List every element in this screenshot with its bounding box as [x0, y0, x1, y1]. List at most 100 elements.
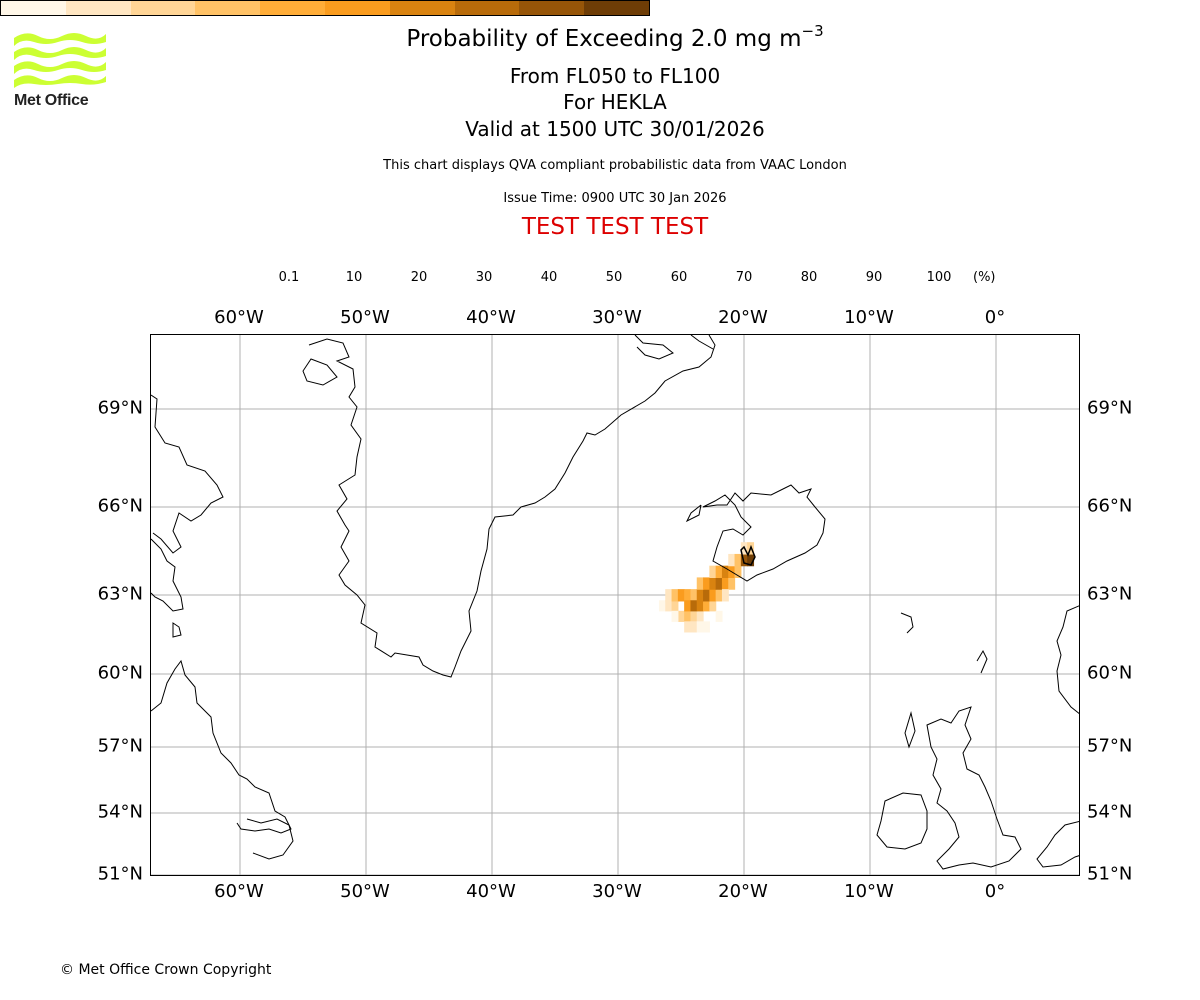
map-canvas	[151, 335, 1079, 875]
plume-cell	[747, 553, 755, 567]
colorbar-tick-label: 10	[345, 270, 363, 285]
longitude-label-bottom: 50°W	[340, 881, 390, 902]
chart-title: Probability of Exceeding 2.0 mg m−3	[0, 22, 1200, 52]
colorbar-swatch-1	[65, 1, 131, 15]
colorbar-swatch-7	[454, 1, 520, 15]
latitude-label-left: 54°N	[97, 801, 143, 823]
colorbar-swatch-8	[519, 1, 585, 15]
plume-cell	[740, 553, 748, 567]
copyright: © Met Office Crown Copyright	[60, 962, 272, 978]
longitude-label-top: 20°W	[718, 307, 768, 328]
coast-iceland-westfjords	[685, 504, 702, 523]
plume-cell	[690, 600, 698, 612]
colorbar-tick-label: 50	[605, 270, 623, 285]
plume-cell	[703, 577, 710, 590]
island-greenland-ne	[634, 335, 674, 360]
volcano-name: For HEKLA	[563, 90, 667, 114]
met-office-logo: Met Office	[14, 30, 106, 112]
longitude-label-bottom: 10°W	[844, 881, 894, 902]
coast-canada-north	[151, 394, 224, 554]
ash-probability-plume	[658, 542, 755, 633]
plume-cell	[709, 577, 717, 590]
plume-cell	[658, 600, 666, 612]
colorbar-tick-label: 70	[735, 270, 753, 285]
coast-greenland	[308, 335, 716, 678]
qva-note: This chart displays QVA compliant probab…	[383, 158, 847, 173]
plume-cell	[696, 577, 704, 590]
latitude-label-left: 60°N	[97, 662, 143, 684]
plume-cell	[690, 610, 698, 622]
latitude-label-right: 63°N	[1087, 583, 1133, 605]
latitude-label-right: 69°N	[1087, 397, 1133, 419]
plume-cell	[721, 589, 729, 602]
plume-cell	[677, 610, 685, 622]
longitude-label-top: 40°W	[466, 307, 516, 328]
coast-europe-se	[1036, 820, 1079, 868]
plume-cell	[721, 565, 729, 578]
longitude-label-bottom: 20°W	[718, 881, 768, 902]
colorbar-tick-label: 80	[800, 270, 818, 285]
latitude-label-right: 66°N	[1087, 495, 1133, 517]
hekla-source-marker	[740, 544, 756, 566]
plume-cell	[696, 589, 704, 602]
coast-labrador	[151, 659, 292, 834]
plume-cell	[734, 553, 742, 567]
longitude-label-bottom: 40°W	[466, 881, 516, 902]
plume-cell	[671, 589, 679, 602]
plume-cell	[684, 589, 692, 602]
colorbar-swatch-3	[195, 1, 261, 15]
longitude-label-bottom: 0°	[984, 881, 1006, 902]
colorbar-tick-label: 30	[475, 270, 493, 285]
test-banner: TEST TEST TEST	[521, 214, 709, 240]
plume-cell	[715, 589, 723, 602]
coast-iceland	[702, 484, 826, 582]
plume-cell	[715, 565, 723, 578]
latitude-label-right: 51°N	[1087, 863, 1133, 885]
latitude-label-left: 57°N	[97, 735, 143, 757]
plume-cell	[728, 553, 736, 567]
plume-cell	[690, 589, 698, 602]
colorbar-tick-label: 90	[865, 270, 883, 285]
plume-cell	[665, 600, 673, 612]
logo-text: Met Office	[14, 92, 89, 109]
flight-levels: From FL050 to FL100	[509, 64, 721, 88]
island-faroes	[900, 612, 914, 634]
plume-cell	[690, 621, 698, 633]
valid-time: Valid at 1500 UTC 30/01/2026	[465, 117, 765, 141]
plume-cell	[721, 577, 729, 590]
plume-cell	[703, 621, 710, 633]
plume-cell	[703, 600, 710, 612]
longitude-label-top: 50°W	[340, 307, 390, 328]
probability-colorbar	[0, 0, 650, 16]
plume-cell	[703, 589, 710, 602]
plume-cell	[665, 589, 673, 602]
colorbar-tick-label: 20	[410, 270, 428, 285]
longitude-label-bottom: 30°W	[592, 881, 642, 902]
coast-norway	[1056, 605, 1079, 715]
plume-cell	[684, 610, 692, 622]
plume-cell	[671, 600, 679, 612]
coast-newfoundland	[246, 818, 294, 860]
latitude-label-left: 69°N	[97, 397, 143, 419]
longitude-label-top: 10°W	[844, 307, 894, 328]
latitude-label-right: 57°N	[1087, 735, 1133, 757]
plume-cell	[715, 610, 723, 622]
longitude-label-top: 30°W	[592, 307, 642, 328]
latitude-label-left: 51°N	[97, 863, 143, 885]
issue-time: Issue Time: 0900 UTC 30 Jan 2026	[503, 191, 727, 206]
map-panel	[150, 334, 1080, 876]
colorbar-swatch-4	[260, 1, 325, 15]
colorbar-swatch-0	[1, 1, 66, 15]
latitude-label-right: 54°N	[1087, 801, 1133, 823]
colorbar-swatch-6	[389, 1, 455, 15]
plume-cell	[696, 621, 704, 633]
plume-cell	[709, 565, 717, 578]
plume-cell	[684, 621, 692, 633]
island-greenland-nw	[302, 358, 338, 386]
colorbar-tick-label: 60	[670, 270, 688, 285]
colorbar-swatch-5	[324, 1, 390, 15]
plume-cell	[715, 577, 723, 590]
island-small-1	[172, 622, 182, 638]
colorbar-tick-label: 100	[926, 270, 952, 285]
plume-cell	[709, 589, 717, 602]
